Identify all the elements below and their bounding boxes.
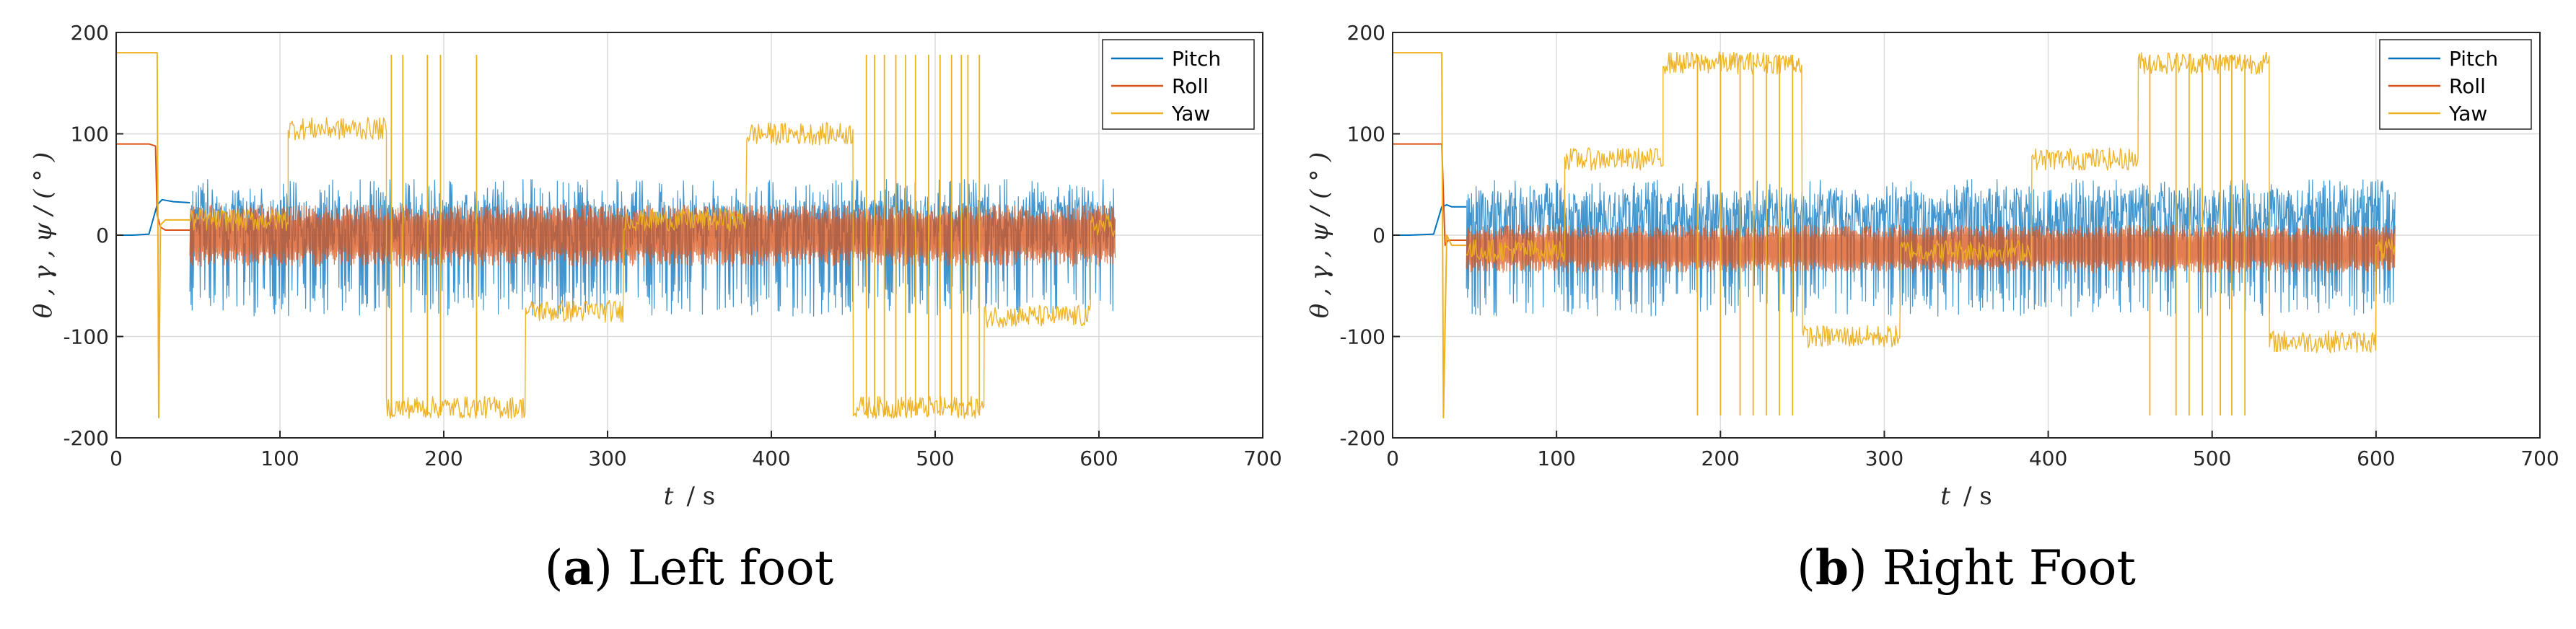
chart0-xtick-label-200: 200: [424, 447, 463, 470]
chart1-series-roll-segment-0: [1393, 143, 1467, 247]
chart0-legend-label-roll: Roll: [1172, 74, 1209, 98]
chart1-xtick-label-200: 200: [1701, 447, 1740, 470]
chart0-ytick-label--100: -100: [63, 325, 109, 349]
chart0-plot: [116, 52, 1116, 419]
chart1-plot: [1393, 51, 2396, 418]
chart1-xtick-label-400: 400: [2029, 447, 2067, 470]
chart0-xtick-label-100: 100: [260, 447, 299, 470]
chart0-ytick-label-0: 0: [96, 224, 109, 247]
chart0-xtick-label-500: 500: [916, 447, 954, 470]
chart0-x-axis-variable: t: [664, 482, 674, 511]
chart0-legend-box: [1102, 39, 1255, 130]
chart1-caption-text: Right Foot: [1867, 540, 2136, 596]
chart1-legend-box: [2379, 39, 2532, 130]
chart1-xtick-label-300: 300: [1865, 447, 1903, 470]
chart1-ytick-label--100: -100: [1339, 325, 1385, 349]
chart1-caption-open-paren: (: [1797, 540, 1815, 596]
chart1-legend-label-roll: Roll: [2449, 74, 2486, 98]
chart0-legend-label-pitch: Pitch: [1172, 47, 1221, 71]
chart1-series-yaw-segment-1: [1466, 51, 2396, 353]
chart1-caption-letter: b: [1815, 540, 1849, 596]
chart1-ytick-label--200: -200: [1339, 426, 1385, 450]
panel-right-foot: 0 100 200 300 400 500 600 700 -200 -100 0 100 200 t / …: [1305, 21, 2559, 596]
chart1-xtick-label-500: 500: [2193, 447, 2231, 470]
chart0-xtick-label-0: 0: [110, 447, 123, 470]
chart0-series-roll-segment-0: [116, 143, 190, 231]
chart0-series-yaw-segment-0: [116, 52, 190, 418]
chart1-xtick-label-0: 0: [1386, 447, 1399, 470]
chart0-ytick-label--200: -200: [63, 426, 109, 450]
chart0-caption-text: Left foot: [613, 540, 833, 596]
chart1-y-axis-label: θ , γ , ψ / ( ° ): [1305, 152, 1334, 319]
chart1-xtick-label-700: 700: [2520, 447, 2559, 470]
chart1-caption: (b) Right Foot: [1797, 540, 2136, 596]
chart1-caption-close-paren: ): [1849, 540, 1867, 596]
chart1-xtick-label-100: 100: [1537, 447, 1575, 470]
chart1-legend: Pitch Roll Yaw: [2379, 39, 2532, 130]
chart1-xtick-label-600: 600: [2357, 447, 2395, 470]
chart1-legend-label-pitch: Pitch: [2449, 47, 2498, 71]
chart0-caption-close-paren: ): [594, 540, 613, 596]
chart0-x-axis-unit: / s: [686, 482, 715, 511]
chart0-legend: Pitch Roll Yaw: [1102, 39, 1255, 130]
chart0-caption: (a) Left foot: [545, 540, 833, 596]
chart0-y-axis-label: θ , γ , ψ / ( ° ): [29, 152, 58, 319]
chart0-xtick-label-600: 600: [1079, 447, 1118, 470]
chart1-ytick-label-0: 0: [1372, 224, 1385, 247]
chart0-xtick-label-700: 700: [1243, 447, 1282, 470]
chart0-x-axis-label: t / s: [664, 482, 715, 511]
chart1-x-axis-unit: / s: [1963, 482, 1992, 511]
chart0-ytick-label-100: 100: [71, 123, 109, 146]
chart0-legend-label-yaw: Yaw: [1171, 102, 1210, 126]
chart1-legend-label-yaw: Yaw: [2448, 102, 2487, 126]
chart0-xtick-label-300: 300: [588, 447, 626, 470]
chart1-x-axis-label: t / s: [1940, 482, 1992, 511]
chart1-series-yaw-segment-0: [1393, 52, 1467, 418]
chart0-xtick-label-400: 400: [752, 447, 790, 470]
chart1-ytick-label-200: 200: [1347, 21, 1385, 45]
panel-left-foot: 0 100 200 300 400 500 600 700 -200 -100 0 100 200 t / …: [29, 21, 1282, 596]
chart0-ytick-label-200: 200: [71, 21, 109, 45]
chart0-caption-letter: a: [564, 540, 595, 596]
chart0-caption-open-paren: (: [545, 540, 564, 596]
chart1-x-axis-variable: t: [1940, 482, 1950, 511]
chart1-ytick-label-100: 100: [1347, 123, 1385, 146]
